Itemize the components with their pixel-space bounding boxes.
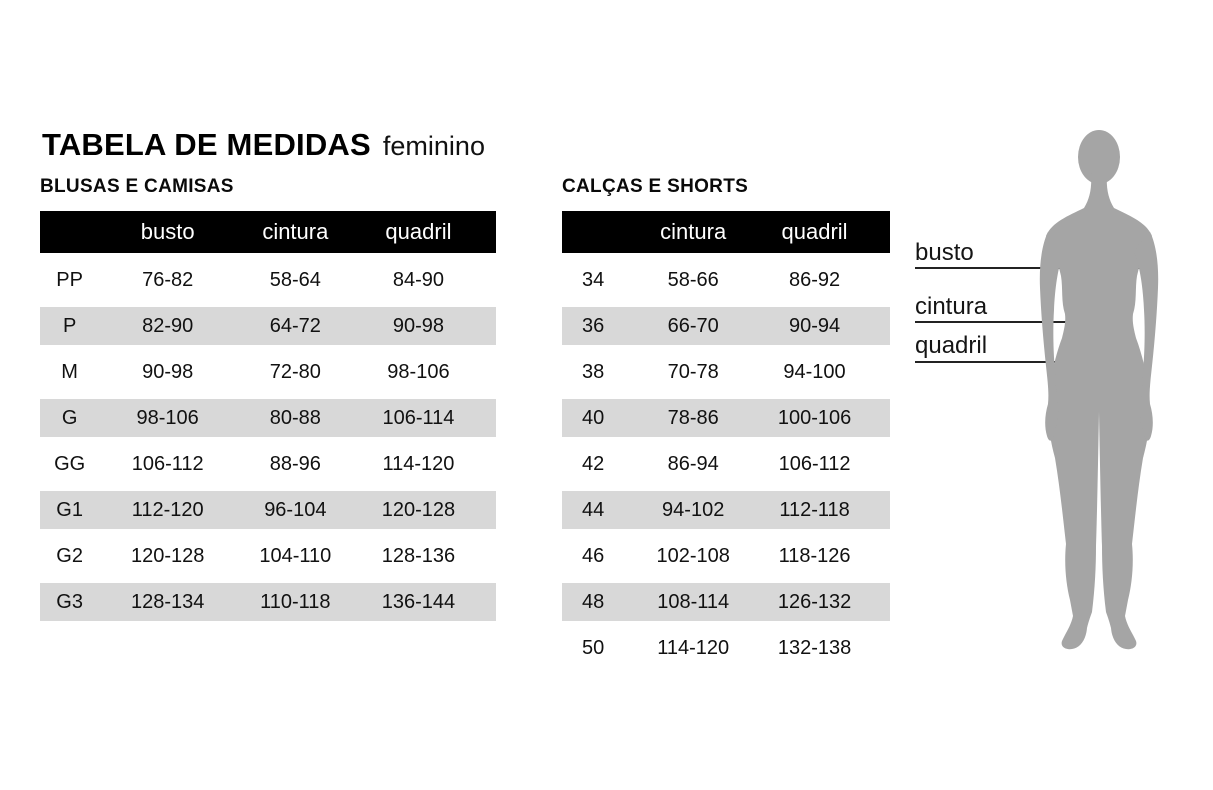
measure-cell: 104-110 [259,544,332,567]
measure-cell: 114-120 [382,452,455,475]
measure-cell: 82-90 [142,314,194,337]
measure-cell: 100-106 [777,406,852,429]
label-quadril: quadril [915,332,988,359]
measure-cell: 112-118 [779,498,850,521]
size-cell: 38 [582,360,605,383]
size-cell: 44 [582,498,605,521]
measure-cell: 96-104 [264,498,327,521]
column-header: quadril [385,219,452,244]
title-row: TABELA DE MEDIDAS feminino [42,127,485,163]
size-cell: 36 [582,314,605,337]
female-silhouette-icon [1039,130,1159,650]
section-title-calcas: CALÇAS E SHORTS [562,176,749,197]
table-row: 46 102-108 118-126 [562,537,890,575]
measure-cell: 136-144 [381,590,456,613]
size-cell: 40 [582,406,605,429]
measure-cell: 110-118 [260,590,331,613]
measure-cell: 114-120 [657,636,730,659]
table-header-row: cintura quadril [562,211,890,253]
table-calcas-e-shorts: cintura quadril 34 58-66 86-92 36 66-70 90-94 38… [562,211,890,667]
table-row: 40 78-86 100-106 [562,399,890,437]
measure-cell: 90-94 [788,314,841,337]
measure-cell: 108-114 [657,590,730,613]
size-cell: G2 [56,544,83,567]
table-blusas-e-camisas: busto cintura quadril PP 76-82 58-64 84-90 P 82-… [40,211,496,621]
table-row: G3 128-134 110-118 136-144 [40,583,496,621]
size-cell: 48 [582,590,605,613]
measure-cell: 106-114 [382,406,455,429]
busto-pointer-line [915,267,1140,269]
measure-cell: 80-88 [269,406,321,429]
column-header: cintura [262,219,329,244]
size-cell: PP [56,268,83,291]
column-header: busto [140,219,195,244]
page-title: TABELA DE MEDIDAS [42,127,371,162]
measure-cell: 128-136 [381,544,456,567]
table-row: PP 76-82 58-64 84-90 [40,261,496,299]
measure-cell: 90-98 [392,314,445,337]
measure-cell: 102-108 [656,544,730,567]
measure-cell: 58-66 [667,268,719,291]
measure-cell: 106-112 [778,452,851,475]
table-row: G2 120-128 104-110 128-136 [40,537,496,575]
column-header: cintura [660,219,727,244]
measure-cell: 132-138 [777,636,852,659]
measure-cell: 76-82 [142,268,194,291]
measure-cell: 94-100 [783,360,846,383]
measure-cell: 78-86 [667,406,719,429]
measure-cell: 66-70 [667,314,719,337]
measure-cell: 58-64 [269,268,321,291]
table-row: 48 108-114 126-132 [562,583,890,621]
measure-cell: 86-92 [788,268,841,291]
table-row: P 82-90 64-72 90-98 [40,307,496,345]
label-cintura: cintura [915,293,988,320]
measure-cell: 120-128 [381,498,456,521]
table-row: 50 114-120 132-138 [562,629,890,667]
measure-cell: 88-96 [269,452,321,475]
table-header-row: busto cintura quadril [40,211,496,253]
quadril-pointer-line [915,361,1142,363]
table-row: G 98-106 80-88 106-114 [40,399,496,437]
measure-cell: 64-72 [269,314,321,337]
table-row: G1 112-120 96-104 120-128 [40,491,496,529]
size-cell: G1 [56,498,83,521]
measure-cell: 86-94 [667,452,719,475]
size-cell: G3 [56,590,83,613]
table-row: 34 58-66 86-92 [562,261,890,299]
measure-cell: 72-80 [269,360,321,383]
measure-cell: 118-126 [778,544,851,567]
table-row: 36 66-70 90-94 [562,307,890,345]
measure-cell: 94-102 [662,498,725,521]
measure-cell: 120-128 [130,544,205,567]
table-row: GG 106-112 88-96 114-120 [40,445,496,483]
size-cell: P [62,314,77,337]
female-body-silhouette [1020,126,1180,656]
size-cell: 46 [582,544,605,567]
measure-cell: 106-112 [131,452,204,475]
size-cell: M [61,360,78,383]
measure-cell: 70-78 [667,360,719,383]
size-cell: G [61,406,78,429]
table-row: 38 70-78 94-100 [562,353,890,391]
label-busto: busto [915,239,974,266]
measure-cell: 84-90 [392,268,445,291]
size-cell: 34 [582,268,605,291]
size-cell: 50 [582,636,605,659]
size-cell: 42 [582,452,605,475]
measure-cell: 112-120 [131,498,204,521]
column-header: quadril [781,219,848,244]
measure-cell: 98-106 [136,406,199,429]
section-title-blusas: BLUSAS E CAMISAS [40,176,234,197]
measure-cell: 90-98 [142,360,194,383]
measure-cell: 126-132 [777,590,852,613]
measure-cell: 98-106 [387,360,450,383]
table-row: 44 94-102 112-118 [562,491,890,529]
cintura-pointer-line [915,321,1132,323]
measure-cell: 128-134 [130,590,205,613]
table-row: 42 86-94 106-112 [562,445,890,483]
table-row: M 90-98 72-80 98-106 [40,353,496,391]
page-subtitle: feminino [382,131,485,161]
size-cell: GG [54,452,86,475]
